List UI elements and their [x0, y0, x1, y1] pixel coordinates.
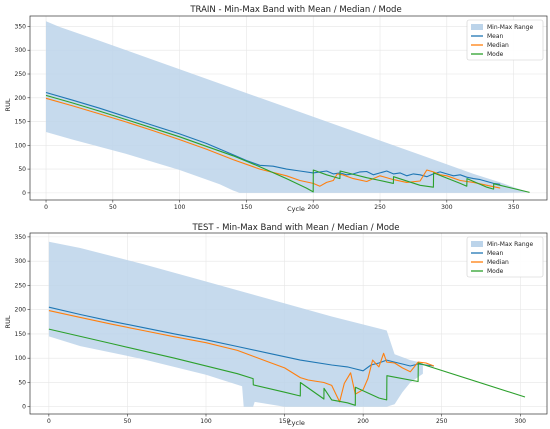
train-x-tick-label: 350 — [508, 204, 520, 211]
train-x-tick-label: 200 — [307, 204, 319, 211]
test-x-tick-label: 200 — [357, 418, 369, 425]
test-x-tick-label: 50 — [124, 418, 132, 425]
train-plot-frame — [29, 15, 548, 201]
test-x-tick-label: 0 — [47, 418, 51, 425]
train-series-mean-line — [45, 91, 501, 185]
train-legend-label: Mode — [487, 51, 504, 58]
test-legend-label: Min-Max Range — [487, 241, 533, 248]
test-legend-band-swatch — [471, 241, 483, 247]
test-y-tick-label: 250 — [15, 282, 27, 289]
train-x-tick-label: 50 — [109, 204, 117, 211]
test-y-tick-label: 0 — [22, 404, 26, 411]
train-chart-title: TRAIN - Min-Max Band with Mean / Median … — [189, 5, 401, 15]
train-legend-label: Mean — [487, 33, 504, 40]
test-y-axis-label: RUL — [4, 315, 12, 328]
train-x-tick-label: 300 — [441, 204, 453, 211]
test-x-tick-label: 150 — [279, 418, 291, 425]
train-x-axis-label: Cycle — [287, 205, 305, 213]
test-chart-title: TEST - Min-Max Band with Mean / Median /… — [191, 223, 399, 233]
test-plot-frame — [29, 232, 548, 415]
test-x-tick-label: 250 — [436, 418, 448, 425]
train-x-tick-label: 0 — [44, 204, 48, 211]
train-y-tick-label: 250 — [15, 71, 27, 78]
test-y-tick-label: 100 — [15, 355, 27, 362]
train-x-tick-label: 250 — [374, 204, 386, 211]
train-x-tick-label: 150 — [241, 204, 253, 211]
train-x-tick-label: 100 — [174, 204, 186, 211]
test-series-mean-line — [48, 306, 434, 372]
train-legend-label: Median — [487, 42, 509, 49]
train-series-mode-line — [45, 94, 530, 193]
test-chart: 0 50 100 150 200 250 300 0 50 100 150 200 250 300 350 M… — [4, 223, 548, 427]
test-legend-label: Mode — [487, 268, 504, 275]
test-y-tick-label: 200 — [15, 307, 27, 314]
test-legend — [466, 236, 544, 278]
train-y-axis-label: RUL — [4, 98, 12, 111]
test-y-tick-label: 150 — [15, 331, 27, 338]
train-y-tick-label: 0 — [22, 190, 26, 197]
test-legend-label: Mean — [487, 250, 504, 257]
train-series-median-line — [45, 97, 501, 189]
train-legend — [466, 19, 544, 61]
test-legend-label: Median — [487, 259, 509, 266]
test-series-median-line — [48, 310, 435, 403]
test-x-tick-label: 100 — [200, 418, 212, 425]
train-min-max-band — [46, 21, 530, 193]
test-series-mode-line — [48, 328, 526, 406]
test-y-tick-label: 350 — [15, 234, 27, 241]
train-legend-band-swatch — [471, 24, 483, 30]
test-min-max-band — [48, 241, 423, 407]
train-y-tick-label: 200 — [15, 95, 27, 102]
train-y-tick-label: 50 — [18, 166, 26, 173]
train-chart: 0 50 100 150 200 250 300 350 0 50 100 150 200 250 300 3… — [4, 5, 548, 213]
train-y-tick-label: 300 — [15, 47, 27, 54]
test-x-axis-label: Cycle — [287, 419, 305, 427]
test-y-tick-label: 300 — [15, 258, 27, 265]
test-x-tick-label: 300 — [515, 418, 527, 425]
train-y-tick-label: 350 — [15, 23, 27, 30]
train-legend-label: Min-Max Range — [487, 24, 533, 31]
test-y-tick-label: 50 — [18, 379, 26, 386]
train-y-tick-label: 100 — [15, 142, 27, 149]
train-y-tick-label: 150 — [15, 119, 27, 126]
